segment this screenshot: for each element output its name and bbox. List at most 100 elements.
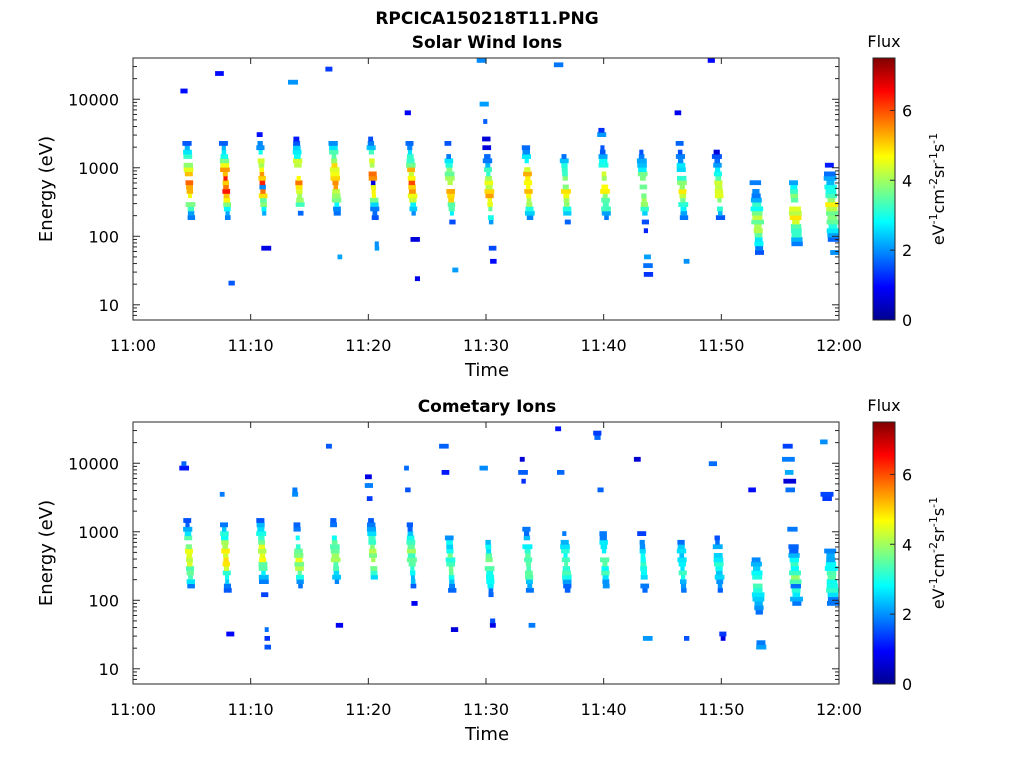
spectrogram-cell <box>485 544 492 550</box>
spectrogram-cell <box>288 79 298 85</box>
spectrogram-cell <box>788 544 799 550</box>
spectrogram-cell <box>749 180 762 186</box>
spectrogram-cell <box>715 215 726 220</box>
spectrogram-cell <box>331 158 338 164</box>
spectrogram-cell <box>222 189 231 194</box>
spectrogram-cell <box>259 180 266 186</box>
spectrogram-cell <box>827 601 840 606</box>
spectrogram-cell <box>640 175 646 181</box>
spectrogram-cell <box>296 175 301 181</box>
spectrogram-cell <box>756 644 767 650</box>
colorbar-ticks: 0 2 4 6 <box>890 101 912 330</box>
spectrogram-cell <box>790 223 802 229</box>
spectrogram-cell <box>221 145 226 151</box>
spectrogram-cell <box>331 197 342 203</box>
x-tick-label: 11:10 <box>228 700 274 719</box>
spectrogram-cell <box>406 162 416 168</box>
spectrogram-cell <box>790 184 798 190</box>
spectrogram-cell <box>524 158 529 164</box>
spectrogram-cell <box>225 210 230 216</box>
spectrogram-cell <box>261 206 267 212</box>
spectrogram-cell <box>222 544 229 550</box>
spectrogram-cell <box>333 561 339 567</box>
spectrogram-cell <box>406 158 415 164</box>
spectrogram-cell <box>640 202 649 207</box>
spectrogram-cell <box>637 531 647 536</box>
spectrogram-cell <box>407 149 413 155</box>
spectrogram-cell <box>224 566 229 571</box>
spectrogram-cell <box>791 237 803 242</box>
spectrogram-cell <box>446 544 454 550</box>
spectrogram-cell <box>824 184 837 190</box>
spectrogram-cell <box>488 219 494 225</box>
spectrogram-cell <box>599 158 608 164</box>
spectrogram-cell <box>295 535 300 541</box>
spectrogram-cell <box>292 487 298 493</box>
spectrogram-cell <box>369 548 377 554</box>
spectrogram-cell <box>559 158 569 164</box>
spectrogram-cell <box>259 184 266 190</box>
spectrogram-cell <box>526 579 533 584</box>
spectrogram-cell <box>789 548 799 554</box>
spectrogram-cell <box>639 548 646 554</box>
spectrogram-cell <box>221 548 230 554</box>
spectrogram-cell <box>717 197 722 203</box>
spectrogram-cell <box>447 202 456 207</box>
spectrogram-cell <box>519 456 525 462</box>
spectrogram-cell <box>792 601 802 606</box>
spectrogram-cell <box>826 553 835 558</box>
spectrogram-cell <box>715 570 723 576</box>
spectrogram-cell <box>331 553 340 558</box>
spectrogram-cell <box>296 189 303 194</box>
spectrogram-cell <box>368 535 376 541</box>
spectrogram-cell <box>524 210 535 216</box>
spectrogram-cell <box>405 141 414 146</box>
spectrogram-cell <box>368 175 378 181</box>
spectrogram-cell <box>718 210 723 216</box>
spectrogram-cell <box>482 136 491 142</box>
spectrogram-cell <box>715 175 722 181</box>
spectrogram-cell <box>261 592 269 598</box>
spectrogram-cell <box>790 189 798 194</box>
spectrogram-cell <box>181 461 187 467</box>
spectrogram-cell <box>599 531 607 536</box>
spectrogram-cell <box>368 171 377 177</box>
spectrogram-cell <box>186 557 193 563</box>
spectrogram-cell <box>258 561 268 567</box>
spectrogram-cell <box>411 601 418 606</box>
spectrogram-cell <box>370 206 380 212</box>
y-tick-label: 1000 <box>78 523 119 542</box>
spectrogram-cell <box>446 154 451 159</box>
spectrogram-cell <box>221 535 229 541</box>
spectrogram-cell <box>642 636 653 641</box>
spectrogram-cell <box>791 574 800 580</box>
spectrogram-cell <box>223 202 231 207</box>
spectrogram-cell <box>329 167 340 172</box>
spectrogram-cell <box>441 470 450 475</box>
spectrogram-cell <box>368 136 374 142</box>
spectrogram-cell <box>186 553 193 558</box>
spectrogram-cell <box>328 141 338 146</box>
spectrogram-cell <box>826 570 837 576</box>
x-tick-label: 11:40 <box>581 700 627 719</box>
spectrogram-cell <box>602 574 609 580</box>
spectrogram-cell <box>714 189 724 194</box>
spectrogram-cell <box>522 526 531 532</box>
spectrogram-cell <box>564 587 571 593</box>
spectrogram-cell <box>374 241 379 247</box>
spectrogram-cell <box>368 149 374 155</box>
spectrogram-cell <box>792 219 800 225</box>
spectrogram-cell <box>782 456 795 462</box>
spectrogram-cell <box>639 539 645 545</box>
spectrogram-cell <box>826 587 839 593</box>
spectrogram-cell <box>449 583 455 589</box>
spectrogram-cell <box>674 110 682 116</box>
spectrogram-cell <box>602 202 609 207</box>
spectrogram-cell <box>445 162 453 168</box>
spectrogram-cell <box>715 539 720 545</box>
spectrogram-cell <box>365 474 372 480</box>
spectrogram-cell <box>183 526 193 532</box>
spectrogram-cell <box>258 539 265 545</box>
spectrogram-cell <box>827 574 836 580</box>
spectrogram-cell <box>219 141 228 146</box>
